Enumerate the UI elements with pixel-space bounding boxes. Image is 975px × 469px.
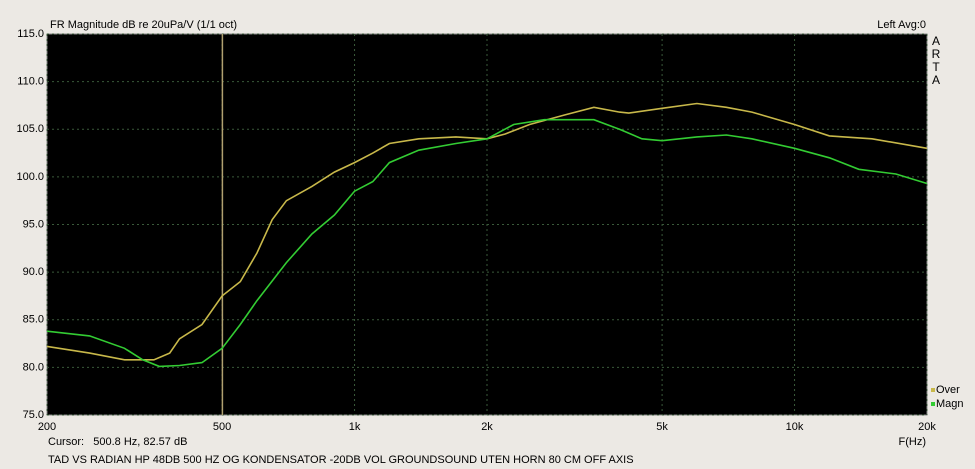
y-tick-label: 75.0 — [23, 409, 44, 421]
cursor-readout: Cursor: 500.8 Hz, 82.57 dB — [48, 436, 187, 448]
legend-swatch — [931, 402, 935, 406]
y-tick-label: 105.0 — [16, 123, 44, 135]
y-tick-label: 110.0 — [17, 76, 44, 88]
channel-label: Left Avg:0 — [877, 19, 926, 31]
y-tick-label: 90.0 — [23, 266, 44, 278]
x-tick-label: 2k — [481, 421, 493, 433]
legend-label: Over — [936, 384, 960, 396]
legend-swatch — [931, 388, 935, 392]
x-tick-label: 20k — [918, 421, 936, 433]
y-tick-label: 100.0 — [16, 171, 44, 183]
x-tick-label: 5k — [656, 421, 668, 433]
y-tick-label: 115.0 — [17, 28, 44, 40]
series-line — [46, 118, 928, 368]
x-tick-label: 1k — [349, 421, 361, 433]
y-tick-label: 95.0 — [23, 218, 44, 230]
y-tick-label: 80.0 — [23, 361, 44, 373]
x-tick-label: 200 — [38, 421, 56, 433]
chart-title: FR Magnitude dB re 20uPa/V (1/1 oct) — [50, 19, 237, 31]
legend-label: Magn — [936, 398, 964, 410]
note: TAD VS RADIAN HP 48DB 500 HZ OG KONDENSA… — [48, 454, 634, 466]
series-line — [46, 102, 928, 361]
x-tick-label: 10k — [786, 421, 804, 433]
x-axis-label: F(Hz) — [899, 436, 927, 448]
x-tick-label: 500 — [213, 421, 231, 433]
brand: ARTA — [929, 34, 943, 86]
y-tick-label: 85.0 — [23, 314, 44, 326]
